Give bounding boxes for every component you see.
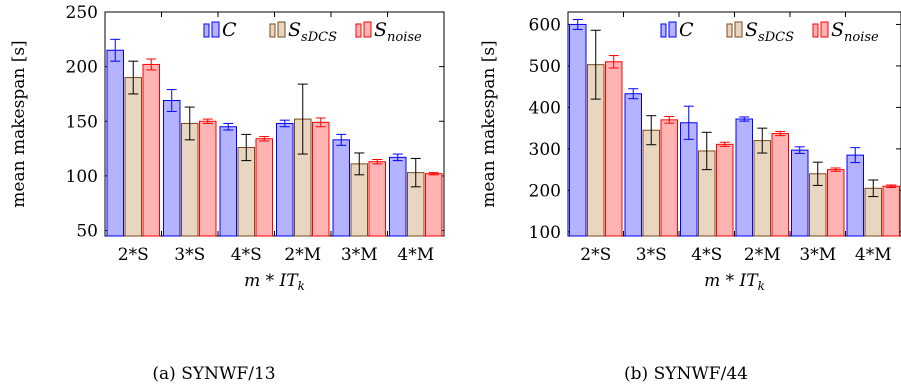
bar-S_noise <box>199 120 217 237</box>
bar-C <box>163 100 181 237</box>
y-tick-label: 200 <box>529 181 561 201</box>
bar-S_noise <box>716 143 734 237</box>
x-tick-label: 2*S <box>580 245 611 265</box>
legend-swatch <box>203 23 210 38</box>
bar-C <box>276 122 294 237</box>
bar-C <box>219 126 237 237</box>
x-tick-label: 3*S <box>174 245 205 265</box>
bar-C <box>389 156 407 237</box>
chart-panel-a: 50 100 150 200 250 2*S 3*S 4*S 2*M 3*M 4*M mean mak… <box>9 3 445 293</box>
bar-C <box>791 149 809 237</box>
legend-swatch <box>355 23 362 38</box>
x-tick-label: 3*M <box>341 245 378 265</box>
y-tick-label: 250 <box>66 3 98 23</box>
bar-S_noise <box>660 119 678 237</box>
y-axis-label: mean makespan [s] <box>9 40 29 207</box>
bar-S_noise <box>312 121 330 237</box>
bar-S_noise <box>425 173 443 237</box>
bar-C <box>106 49 124 237</box>
y-tick-label: 100 <box>529 223 561 243</box>
y-tick-label: 100 <box>66 167 98 187</box>
legend-swatch <box>660 23 667 38</box>
x-axis-label: m * ITk <box>704 271 765 293</box>
legend-swatch <box>734 21 743 38</box>
legend-swatch <box>277 21 286 38</box>
bar-S_sDCS <box>642 129 660 237</box>
x-tick-label: 2*S <box>118 245 149 265</box>
legend-swatch <box>668 21 677 38</box>
bar-S_noise <box>771 133 789 237</box>
x-tick-label: 4*M <box>855 245 892 265</box>
legend-swatch <box>363 21 372 38</box>
bar-S_noise <box>827 169 845 237</box>
x-tick-label: 3*M <box>799 245 836 265</box>
y-axis-label: mean makespan [s] <box>479 40 499 207</box>
bar-S_noise <box>255 138 273 237</box>
x-tick-label: 3*S <box>636 245 667 265</box>
legend-label: SsDCS <box>745 19 794 45</box>
y-tick-label: 600 <box>529 15 561 35</box>
legend-swatch <box>726 23 733 38</box>
bar-S_noise <box>142 63 160 237</box>
y-tick-label: 400 <box>529 98 561 118</box>
y-tick-label: 200 <box>66 58 98 78</box>
bar-C <box>332 139 350 237</box>
x-tick-label: 4*S <box>691 245 722 265</box>
chart-panel-b: 100 200 300 400 500 600 2*S 3*S 4*S 2*M 3*M 4*M mean… <box>479 11 901 293</box>
bar-C <box>735 118 753 237</box>
bar-S_sDCS <box>124 77 142 237</box>
bar-S_noise <box>605 61 623 237</box>
y-tick-label: 300 <box>529 140 561 160</box>
legend-label: SsDCS <box>288 19 337 45</box>
bar-C <box>846 154 864 237</box>
legend-swatch <box>820 21 829 38</box>
bar-S_sDCS <box>753 140 771 237</box>
caption-a: (a) SYNWF/13 <box>152 364 276 384</box>
y-tick-label: 50 <box>76 222 98 242</box>
legend-swatch <box>269 23 276 38</box>
legend-label: Snoise <box>831 19 879 45</box>
legend-label: C <box>222 19 237 41</box>
x-tick-label: 2*M <box>744 245 781 265</box>
legend-swatch <box>211 21 220 38</box>
legend-label: C <box>679 19 694 41</box>
bar-S_noise <box>882 185 900 237</box>
bar-C <box>624 93 642 237</box>
caption-b: (b) SYNWF/44 <box>624 364 748 384</box>
x-axis-label: m * ITk <box>244 271 305 293</box>
bar-C <box>569 23 587 237</box>
x-tick-label: 4*M <box>397 245 434 265</box>
legend-label: Snoise <box>374 19 422 45</box>
y-tick-label: 500 <box>529 57 561 77</box>
x-tick-label: 4*S <box>231 245 262 265</box>
x-tick-label: 2*M <box>284 245 321 265</box>
legend-swatch <box>812 23 819 38</box>
bar-S_noise <box>368 161 386 237</box>
y-tick-label: 150 <box>66 112 98 132</box>
